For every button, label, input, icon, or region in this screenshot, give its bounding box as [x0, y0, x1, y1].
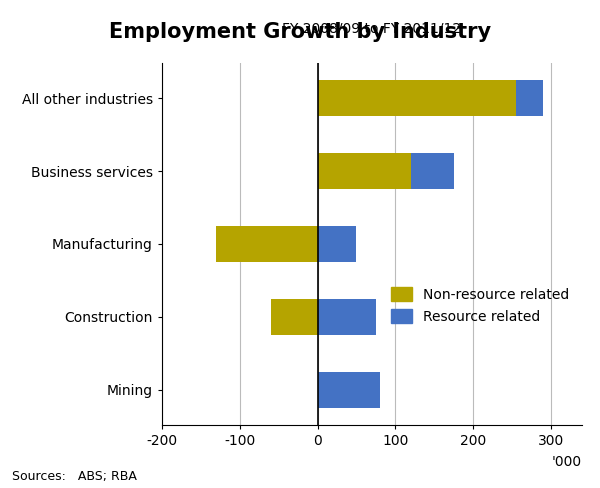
Text: Sources:   ABS; RBA: Sources: ABS; RBA [12, 470, 137, 483]
Bar [317, 153, 411, 189]
Bar [317, 226, 356, 262]
Bar [317, 80, 516, 116]
Bar [317, 372, 380, 408]
Bar [317, 299, 376, 335]
Text: Employment Growth by Industry: Employment Growth by Industry [109, 22, 491, 42]
Title: FY 2008/09 to FY 2011/12: FY 2008/09 to FY 2011/12 [283, 22, 461, 36]
Text: '000: '000 [552, 455, 582, 469]
Bar [516, 80, 543, 116]
Bar [411, 153, 454, 189]
Bar [271, 299, 317, 335]
Legend: Non-resource related, Resource related: Non-resource related, Resource related [386, 282, 575, 329]
Bar [217, 226, 317, 262]
